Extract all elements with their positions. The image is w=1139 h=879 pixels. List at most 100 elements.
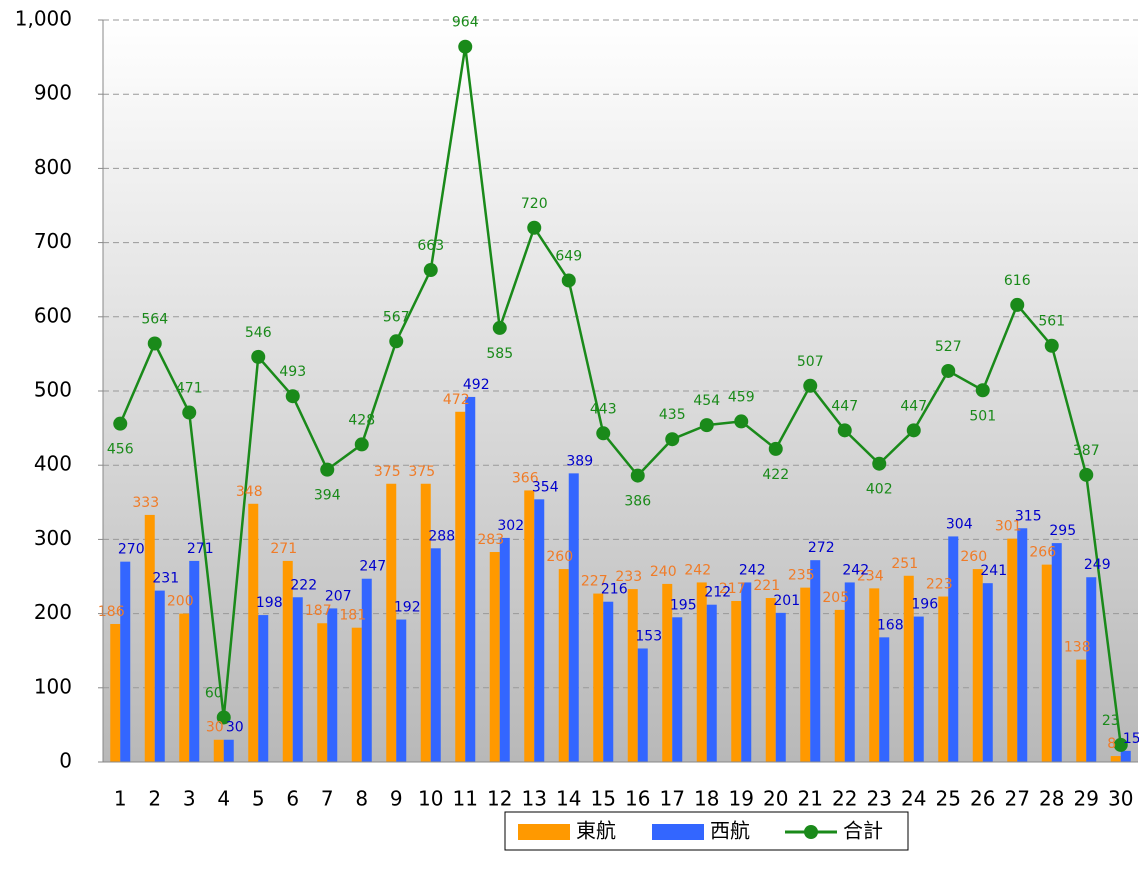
bar <box>972 569 983 762</box>
line-marker <box>803 378 818 393</box>
bar <box>741 582 752 762</box>
data-label: 216 <box>601 582 628 598</box>
line-marker <box>630 468 645 483</box>
data-label: 240 <box>650 564 677 580</box>
data-label: 242 <box>684 562 711 578</box>
line-marker <box>665 432 680 447</box>
x-tick-label: 2 <box>148 787 161 811</box>
x-tick-label: 29 <box>1074 787 1099 811</box>
data-label: 492 <box>463 377 490 393</box>
bar <box>558 569 569 762</box>
data-label: 472 <box>443 392 470 408</box>
data-label: 270 <box>118 542 145 558</box>
line-marker <box>423 263 438 278</box>
bar <box>248 503 259 762</box>
data-label: 222 <box>290 577 317 593</box>
bar <box>603 601 614 762</box>
line-marker <box>251 349 266 364</box>
x-tick-label: 16 <box>625 787 650 811</box>
x-tick-label: 4 <box>217 787 230 811</box>
legend-swatch <box>652 824 704 840</box>
x-tick-label: 13 <box>522 787 547 811</box>
bar <box>765 598 776 762</box>
data-label: 201 <box>773 593 800 609</box>
bar <box>662 583 673 762</box>
data-label: 447 <box>831 398 858 414</box>
y-tick-label: 900 <box>34 81 72 105</box>
y-tick-label: 100 <box>34 674 72 698</box>
data-label: 428 <box>348 412 375 428</box>
line-marker <box>182 405 197 420</box>
bar <box>1110 756 1121 762</box>
bar <box>706 604 717 762</box>
y-tick-label: 200 <box>34 600 72 624</box>
data-label: 389 <box>566 453 593 469</box>
y-tick-label: 600 <box>34 303 72 327</box>
bar <box>731 600 742 762</box>
bar <box>420 483 431 762</box>
data-label: 235 <box>788 568 815 584</box>
bar <box>154 590 165 762</box>
x-tick-label: 7 <box>321 787 334 811</box>
bar <box>879 637 890 762</box>
x-tick-label: 24 <box>901 787 926 811</box>
bar <box>1051 543 1062 762</box>
data-label: 195 <box>670 597 697 613</box>
data-label: 192 <box>394 600 421 616</box>
line-marker <box>458 39 473 54</box>
line-marker <box>941 363 956 378</box>
data-label: 205 <box>822 590 849 606</box>
line-marker <box>354 437 369 452</box>
bar <box>396 619 407 762</box>
x-tick-label: 19 <box>729 787 754 811</box>
legend-swatch <box>518 824 570 840</box>
data-label: 471 <box>176 381 203 397</box>
line-marker <box>113 416 128 431</box>
bar <box>430 548 441 762</box>
data-label: 8 <box>1107 736 1116 752</box>
bar <box>351 627 362 762</box>
line-marker <box>699 418 714 433</box>
data-label: 23 <box>1102 713 1120 729</box>
bar <box>327 608 338 762</box>
data-label: 394 <box>314 488 341 504</box>
x-tick-label: 15 <box>591 787 616 811</box>
data-label: 247 <box>359 559 386 575</box>
x-tick-label: 27 <box>1005 787 1030 811</box>
data-label: 402 <box>866 482 893 498</box>
bar <box>1120 750 1131 762</box>
x-tick-label: 18 <box>694 787 719 811</box>
data-label: 315 <box>1015 508 1042 524</box>
line-marker <box>147 336 162 351</box>
bar <box>223 739 234 762</box>
bar <box>593 593 604 762</box>
data-label: 260 <box>960 549 987 565</box>
data-label: 186 <box>98 604 125 620</box>
bar <box>1076 659 1087 762</box>
data-label: 223 <box>926 577 953 593</box>
line-marker <box>216 710 231 725</box>
bar <box>465 396 476 762</box>
data-label: 302 <box>497 518 524 534</box>
x-tick-label: 20 <box>763 787 788 811</box>
bar <box>1007 538 1018 762</box>
x-tick-label: 30 <box>1108 787 1133 811</box>
data-label: 60 <box>205 685 223 701</box>
line-marker <box>1113 737 1128 752</box>
data-label: 366 <box>512 470 539 486</box>
data-label: 30 <box>226 720 244 736</box>
line-marker <box>561 273 576 288</box>
line-marker <box>285 389 300 404</box>
data-label: 200 <box>167 594 194 610</box>
line-marker <box>1010 297 1025 312</box>
x-tick-label: 25 <box>936 787 961 811</box>
data-label: 422 <box>762 467 789 483</box>
data-label: 443 <box>590 401 617 417</box>
bar <box>844 582 855 762</box>
data-label: 168 <box>877 617 904 633</box>
bar <box>386 483 397 762</box>
x-tick-label: 10 <box>418 787 443 811</box>
data-label: 283 <box>477 532 504 548</box>
bar <box>982 583 993 762</box>
data-label: 198 <box>256 595 283 611</box>
